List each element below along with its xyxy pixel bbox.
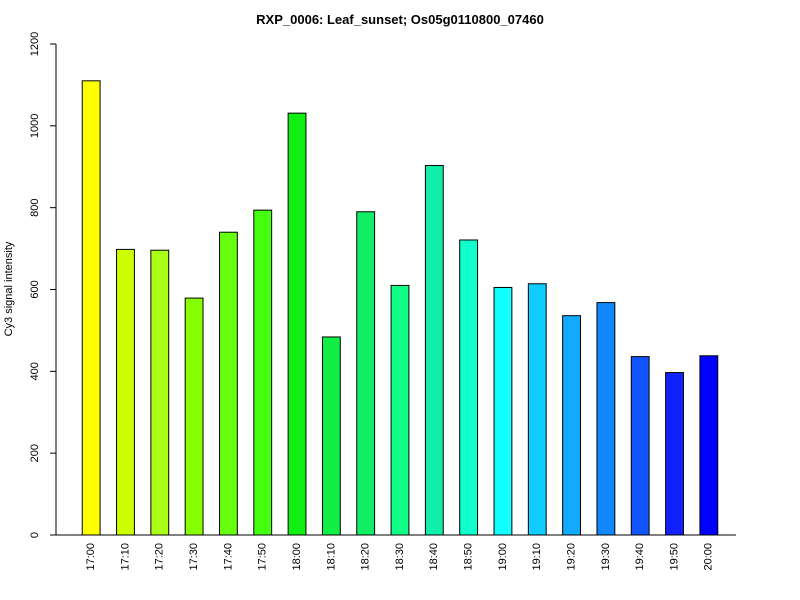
x-tick-label: 18:10 (325, 543, 337, 571)
y-axis: 0 200 400 600 800 1000 1200 (29, 32, 57, 538)
x-tick-label: 18:20 (360, 543, 372, 571)
y-axis-label: Cy3 signal intensity (3, 241, 15, 336)
chart-title: RXP_0006: Leaf_sunset; Os05g0110800_0746… (256, 12, 544, 27)
bar-1940 (630, 356, 650, 536)
y-tick-label: 0 (29, 532, 41, 538)
x-tick-label: 17:10 (119, 543, 131, 571)
bar-1730 (184, 297, 204, 536)
bar-1950 (665, 372, 684, 536)
bars-group (81, 80, 719, 536)
bar-1720 (150, 249, 170, 536)
x-tick-label: 18:00 (291, 543, 303, 571)
bar-1710 (116, 248, 135, 536)
bar-1830 (390, 284, 410, 536)
y-tick-label: 1000 (29, 114, 41, 138)
y-tick-label: 800 (29, 198, 41, 216)
y-tick-label: 400 (29, 362, 41, 380)
x-tick-label: 17:50 (257, 543, 269, 571)
x-tick-label: 17:20 (154, 543, 166, 571)
y-tick-label: 600 (29, 280, 41, 298)
bar-1700 (81, 80, 101, 536)
y-tick-label: 1200 (29, 32, 41, 56)
x-tick-label: 17:00 (85, 543, 97, 571)
bar-1750 (253, 209, 273, 536)
x-tick-label: 17:30 (188, 543, 200, 571)
x-tick-labels: 17:00 17:10 17:20 17:30 17:40 17:50 18:00 18:10… (85, 543, 715, 571)
bar-1810 (321, 336, 341, 536)
bar-1800 (287, 112, 307, 536)
x-tick-label: 19:50 (668, 543, 680, 571)
bar-1930 (596, 302, 616, 536)
bar-1740 (219, 231, 238, 536)
bar-1840 (424, 165, 444, 536)
x-tick-label: 18:40 (428, 543, 440, 571)
bar-1850 (459, 239, 479, 536)
bar-1820 (356, 211, 376, 536)
x-tick-label: 19:30 (600, 543, 612, 571)
bar-1920 (562, 315, 581, 536)
y-tick-label: 200 (29, 444, 41, 462)
bar-1910 (527, 283, 547, 536)
x-tick-label: 19:00 (497, 543, 509, 571)
x-tick-label: 19:20 (565, 543, 577, 571)
x-tick-label: 18:30 (394, 543, 406, 571)
x-tick-label: 18:50 (463, 543, 475, 571)
bar-1900 (493, 286, 513, 536)
x-tick-label: 17:40 (222, 543, 234, 571)
bar-2000 (699, 355, 719, 536)
x-tick-label: 19:40 (634, 543, 646, 571)
x-tick-label: 20:00 (703, 543, 715, 571)
x-tick-label: 19:10 (531, 543, 543, 571)
